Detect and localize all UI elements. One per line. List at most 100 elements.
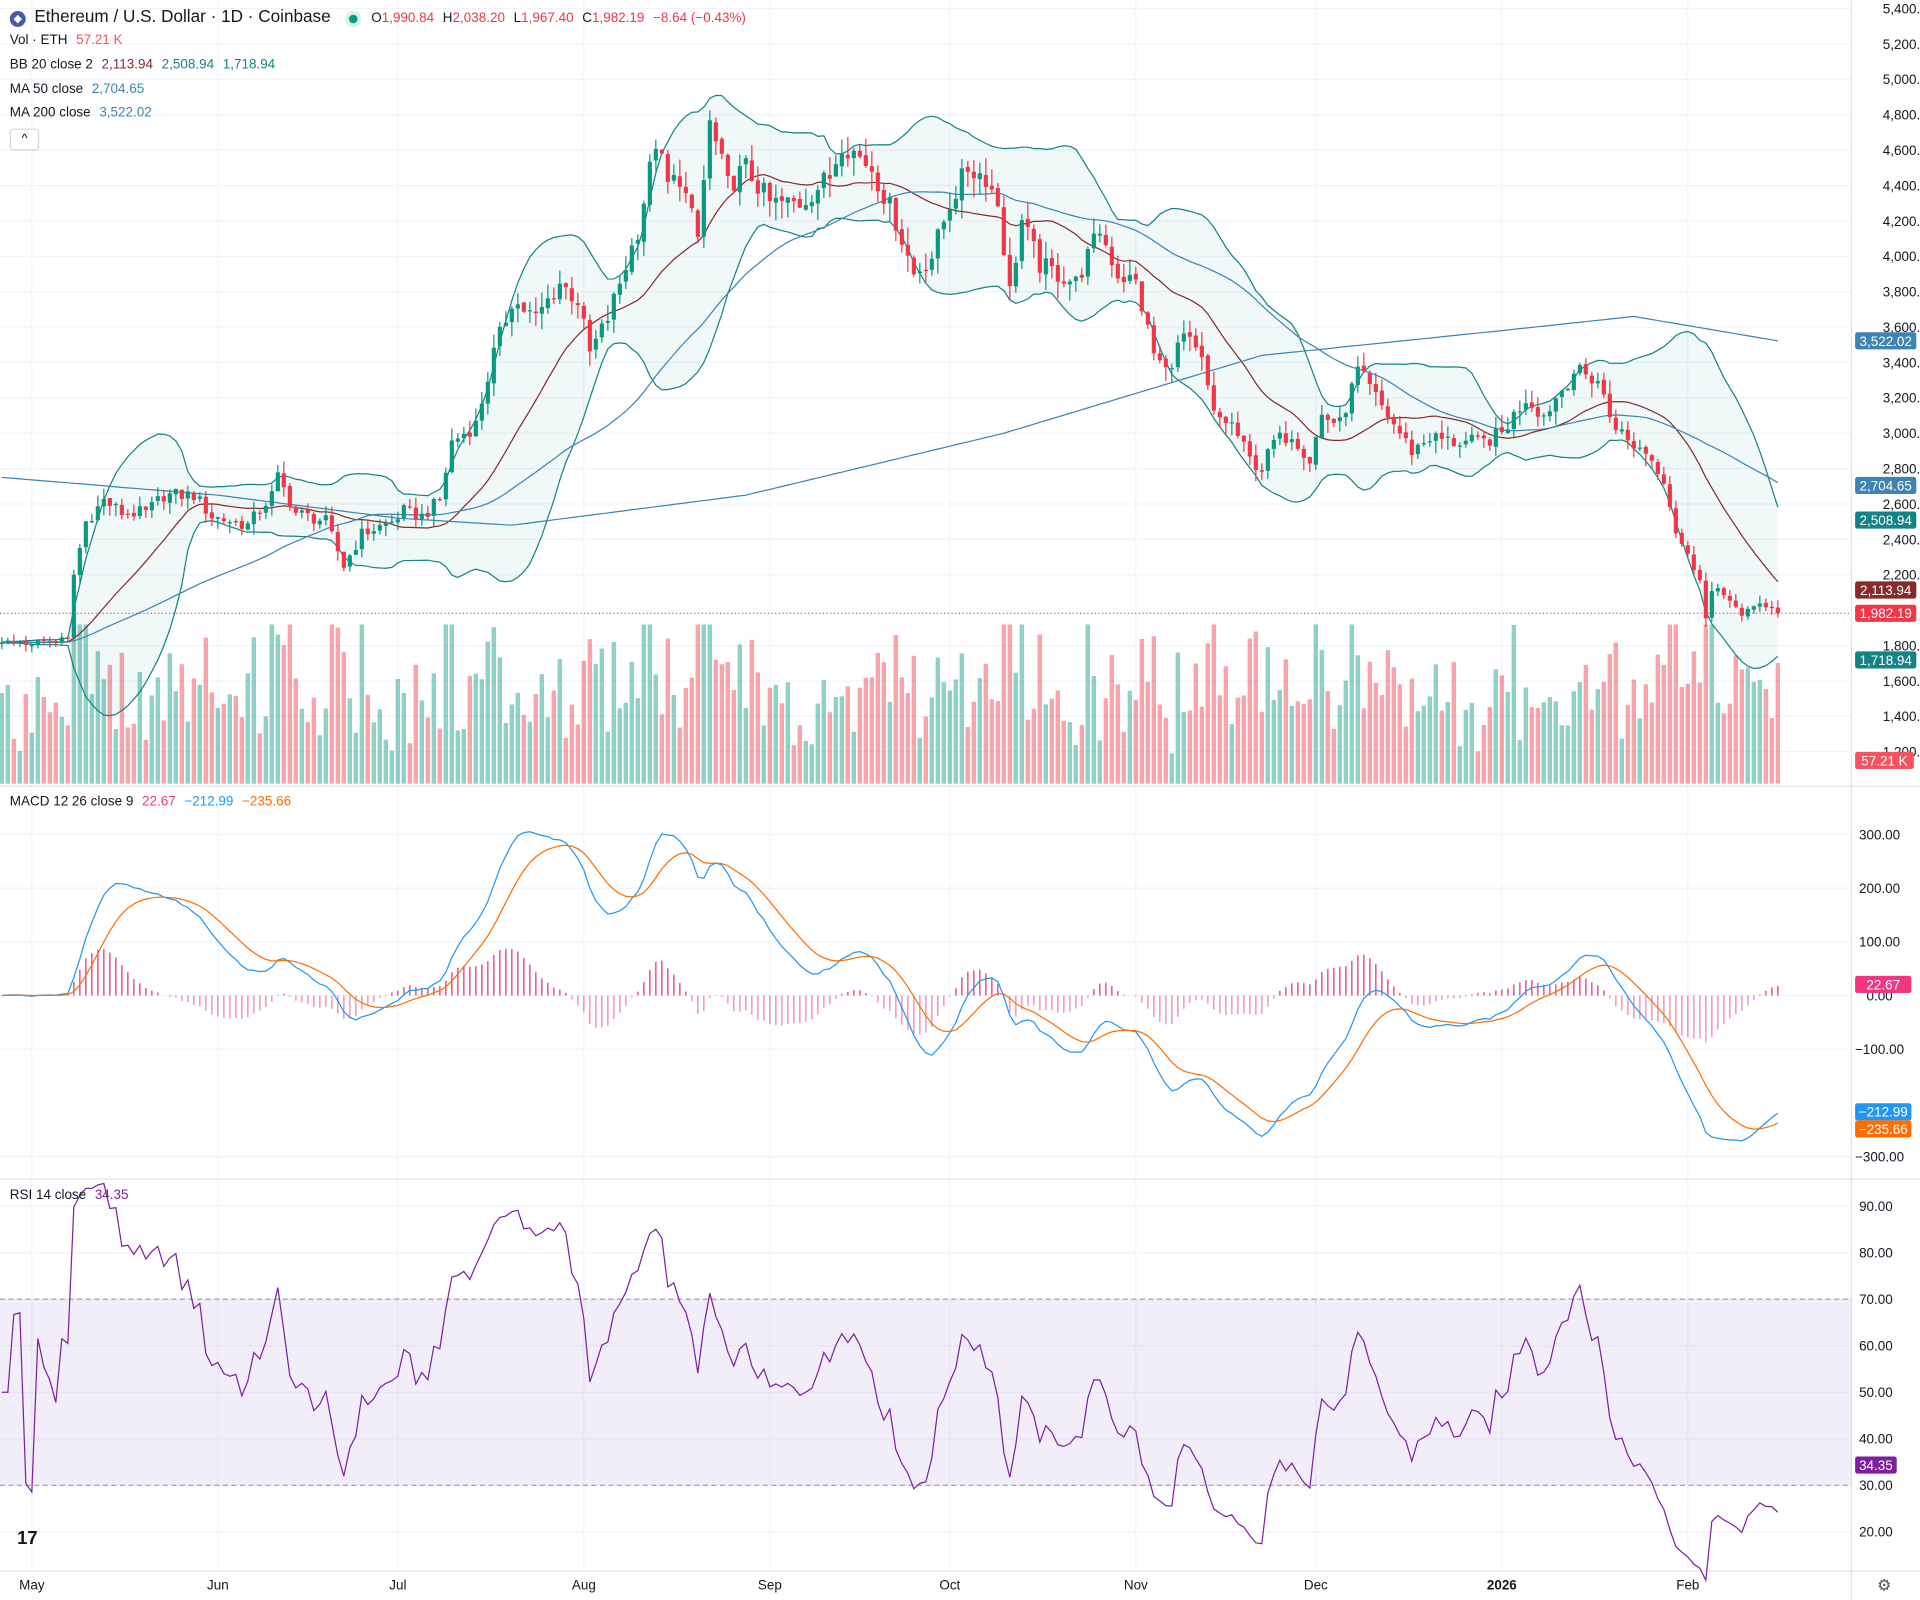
candle-body: [239, 520, 244, 529]
ma50-legend[interactable]: MA 50 close 2,704.65: [10, 82, 149, 97]
candle-body: [635, 239, 640, 244]
candle: [641, 200, 646, 256]
price-label-ma50: 2,704.65: [1860, 478, 1912, 493]
volume-bar: [1577, 682, 1583, 784]
volume-bar: [59, 716, 65, 784]
candle-body: [269, 491, 274, 506]
tradingview-logo[interactable]: 17: [17, 1528, 38, 1549]
candle: [1037, 234, 1042, 283]
ma200-legend[interactable]: MA 200 close 3,522.02: [10, 105, 157, 120]
candle: [539, 292, 544, 330]
volume-bar: [83, 624, 89, 784]
volume-bar: [293, 678, 299, 784]
volume-bar: [1235, 697, 1241, 784]
candle: [425, 505, 430, 520]
candle-body: [5, 640, 10, 642]
candle: [647, 154, 652, 212]
candle: [1583, 358, 1588, 380]
macd-legend[interactable]: MACD 12 26 close 9 22.67 −212.99 −235.66: [10, 795, 296, 810]
candle: [989, 169, 994, 194]
rsi-label-badge: [1855, 1456, 1897, 1474]
candle-body: [977, 173, 982, 180]
volume-bar: [551, 690, 557, 784]
candle-body: [425, 512, 430, 517]
candle-body: [1007, 254, 1012, 287]
candle: [917, 262, 922, 284]
candle: [683, 171, 688, 203]
candle: [143, 506, 148, 518]
candle: [959, 159, 964, 219]
bb-lower-value: 1,718.94: [222, 57, 276, 73]
candle-body: [923, 269, 928, 272]
ma200-label: MA 200 close: [9, 105, 91, 121]
bb-legend[interactable]: BB 20 close 2 2,113.94 2,508.94 1,718.94: [10, 58, 280, 73]
candle-body: [641, 203, 646, 242]
volume-label: Vol · ETH: [9, 33, 68, 48]
volume-bar: [1133, 700, 1139, 784]
volume-bar: [467, 675, 473, 784]
candle-body: [317, 520, 322, 525]
candle: [311, 511, 316, 531]
candle: [1265, 447, 1270, 479]
rsi-tick-label: 50.00: [1859, 1385, 1893, 1400]
candle-body: [1241, 435, 1246, 442]
volume-bar: [473, 673, 479, 784]
low-label: L: [513, 11, 522, 26]
volume-bar: [341, 652, 347, 784]
volume-legend[interactable]: Vol · ETH 57.21 K: [10, 33, 128, 48]
macd-line: [1, 831, 1779, 1142]
volume-bar: [437, 728, 443, 784]
volume-bar: [587, 639, 593, 784]
volume-bar: [1595, 689, 1601, 784]
volume-bar: [1163, 717, 1169, 784]
candle: [995, 182, 1000, 208]
candle: [971, 160, 976, 198]
candle-body: [71, 574, 76, 638]
price-tick-label: 2,400.00: [1883, 532, 1920, 547]
candle: [881, 182, 886, 215]
candle: [1403, 422, 1408, 444]
candle: [983, 158, 988, 202]
volume-bar: [275, 634, 281, 784]
candle: [863, 138, 868, 168]
volume-bar: [599, 648, 605, 784]
candle-body: [197, 496, 202, 499]
candle-body: [905, 244, 910, 256]
candle-body: [725, 154, 730, 176]
candle: [1133, 266, 1138, 285]
candle: [53, 640, 58, 648]
settings-gear-icon[interactable]: ⚙: [1877, 1575, 1892, 1595]
volume-bar: [197, 684, 203, 784]
candle-body: [611, 293, 616, 320]
candle: [1499, 414, 1504, 435]
volume-bar: [1619, 738, 1625, 784]
volume-bar: [1001, 624, 1007, 784]
volume-bar: [1469, 702, 1475, 784]
price-tick-label: 3,600.00: [1883, 320, 1920, 335]
candle: [707, 110, 712, 191]
candle: [1703, 572, 1708, 627]
candle-body: [1535, 406, 1540, 417]
candle-body: [1721, 588, 1726, 596]
candle: [1505, 417, 1510, 434]
time-tick-label: Aug: [572, 1577, 596, 1592]
candle-body: [1469, 434, 1474, 442]
time-tick-label: Feb: [1676, 1577, 1699, 1592]
volume-bar: [1625, 704, 1631, 784]
candle: [1181, 320, 1186, 351]
candle: [275, 464, 280, 492]
candle-body: [1631, 440, 1636, 449]
candle-body: [257, 512, 262, 514]
volume-bar: [767, 687, 773, 784]
candle: [731, 175, 736, 193]
candle-body: [1277, 432, 1282, 439]
volume-bar: [1643, 684, 1649, 784]
candle: [1595, 372, 1600, 389]
symbol-title[interactable]: Ethereum / U.S. Dollar · 1D · Coinbase: [34, 6, 331, 26]
volume-bar: [887, 701, 893, 784]
collapse-legend-button[interactable]: ^: [9, 128, 40, 151]
rsi-tick-label: 90.00: [1859, 1199, 1893, 1214]
rsi-legend[interactable]: RSI 14 close 34.35: [10, 1188, 134, 1203]
